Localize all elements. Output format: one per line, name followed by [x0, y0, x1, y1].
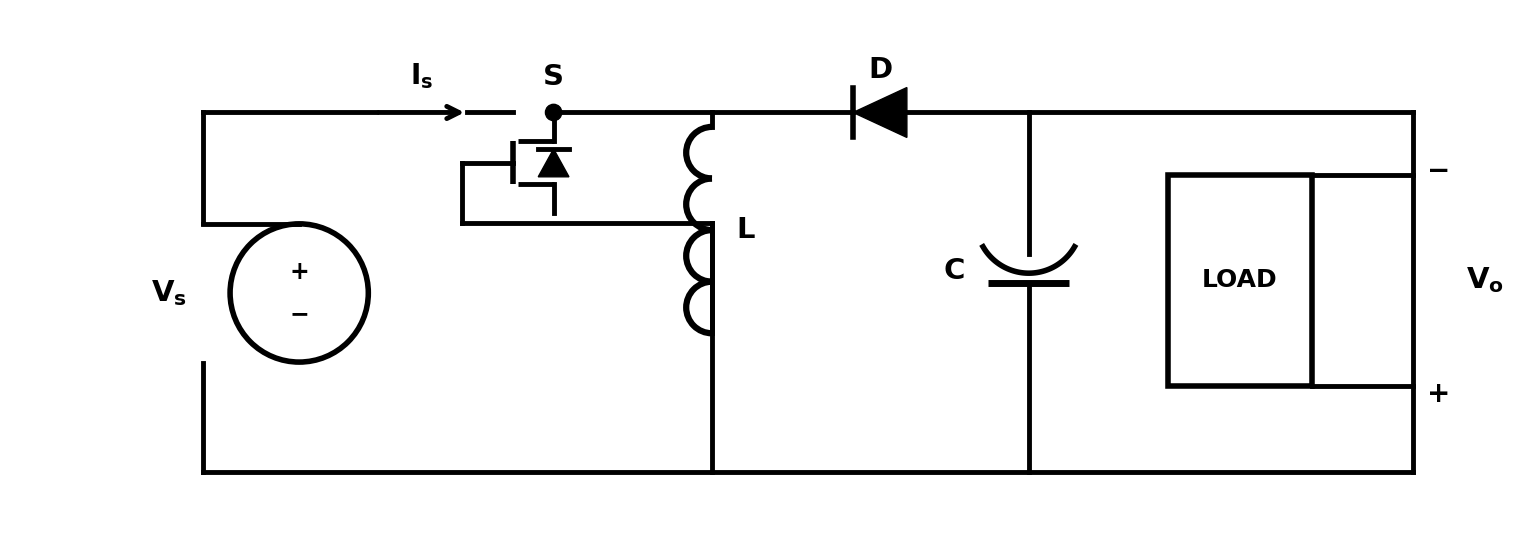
Text: −: −	[289, 302, 309, 326]
Text: LOAD: LOAD	[1202, 269, 1278, 293]
Text: −: −	[1427, 157, 1450, 185]
Bar	[1167, 175, 1312, 386]
Text: $\mathbf{V_o}$: $\mathbf{V_o}$	[1465, 265, 1503, 295]
Text: L: L	[736, 216, 754, 244]
Text: C: C	[942, 257, 965, 285]
Text: S: S	[543, 63, 564, 91]
Polygon shape	[853, 87, 907, 137]
Text: $\mathbf{V_s}$: $\mathbf{V_s}$	[150, 278, 187, 308]
Text: D: D	[868, 56, 892, 84]
Text: $\mathbf{I_s}$: $\mathbf{I_s}$	[410, 62, 433, 91]
Text: +: +	[1427, 380, 1450, 408]
Text: +: +	[289, 260, 309, 284]
Polygon shape	[538, 149, 568, 177]
Circle shape	[546, 105, 562, 121]
